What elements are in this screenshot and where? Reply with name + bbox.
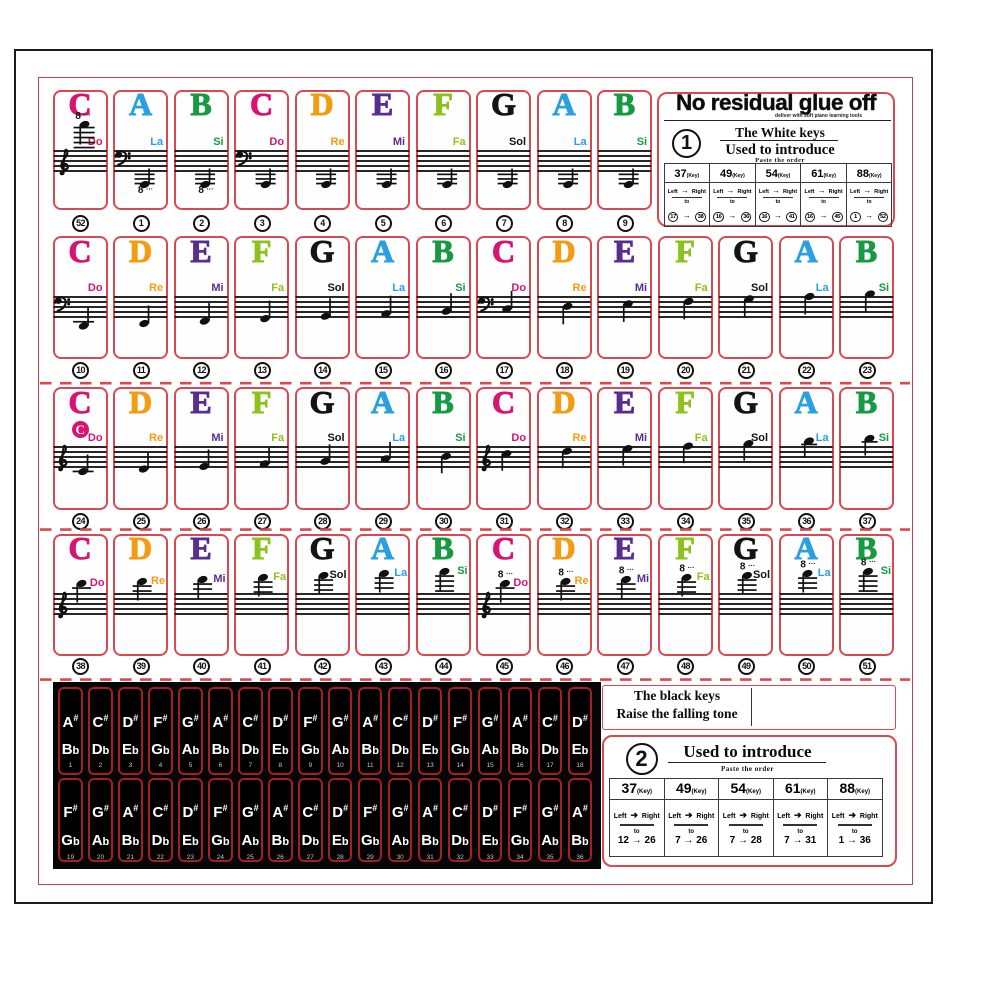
- svg-text:···: ···: [748, 563, 755, 570]
- svg-text:8: 8: [619, 566, 625, 577]
- svg-text:8: 8: [679, 564, 685, 575]
- svg-text:···: ···: [627, 567, 634, 574]
- svg-text:8: 8: [740, 562, 746, 573]
- svg-text:···: ···: [688, 565, 695, 572]
- svg-text:8: 8: [198, 185, 204, 196]
- svg-text:8: 8: [75, 111, 81, 122]
- svg-text:8: 8: [861, 558, 867, 569]
- svg-text:8: 8: [558, 568, 564, 579]
- svg-text:···: ···: [869, 559, 876, 566]
- svg-text:8: 8: [800, 560, 806, 571]
- svg-text:···: ···: [506, 571, 513, 578]
- svg-text:···: ···: [146, 187, 153, 194]
- svg-text:···: ···: [207, 187, 214, 194]
- svg-text:···: ···: [84, 113, 91, 120]
- svg-text:···: ···: [809, 561, 816, 568]
- svg-text:8: 8: [498, 570, 504, 581]
- svg-text:···: ···: [567, 569, 574, 576]
- svg-text:8: 8: [138, 185, 144, 196]
